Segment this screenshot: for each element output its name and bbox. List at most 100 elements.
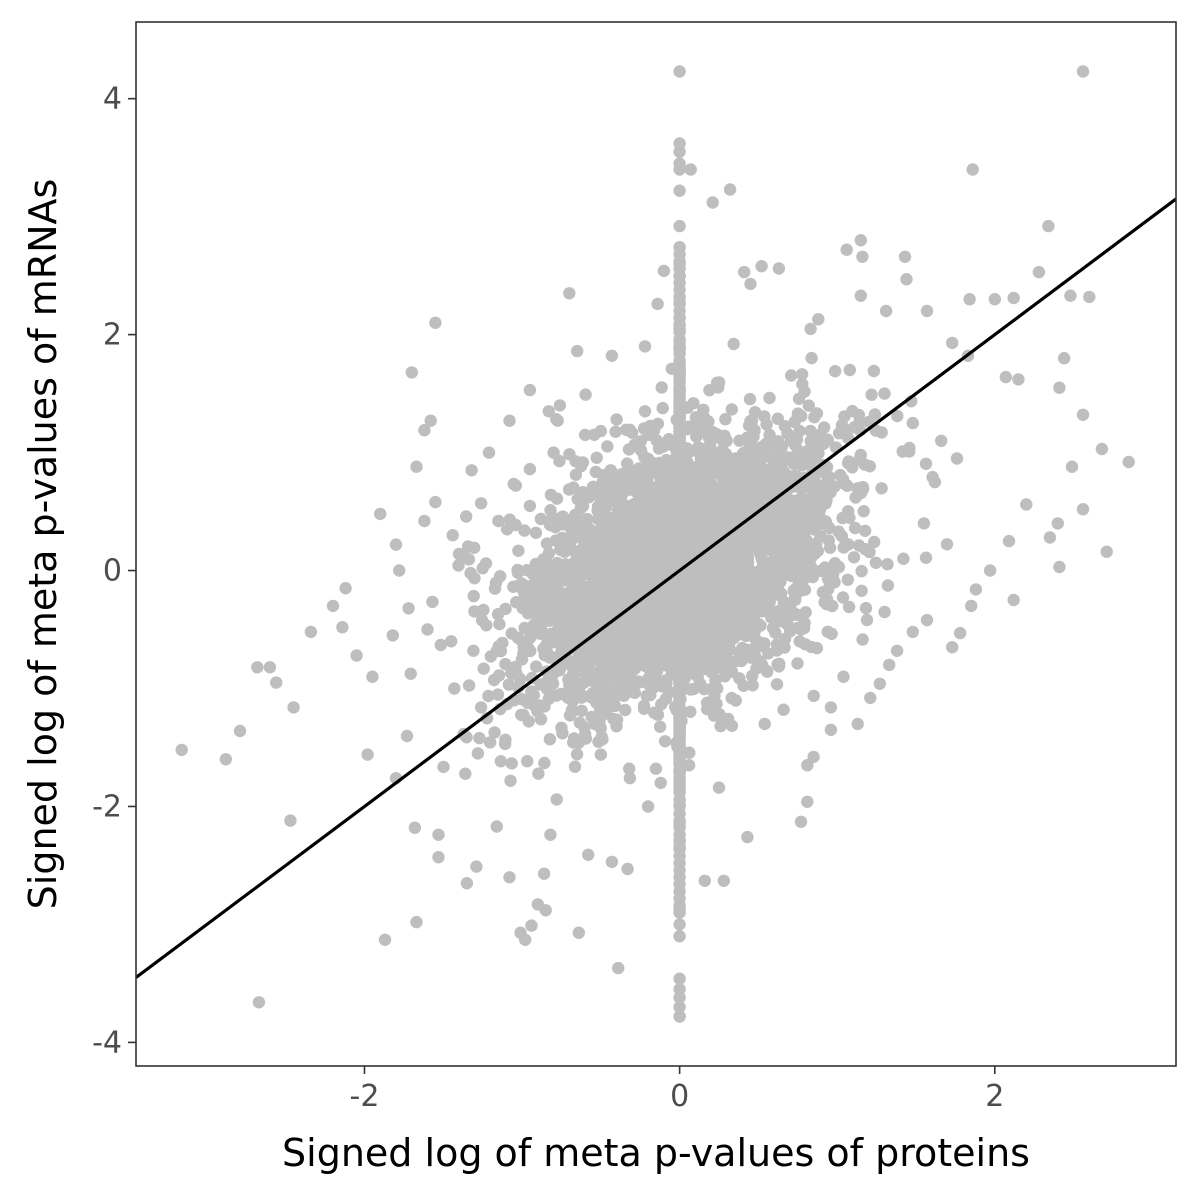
outlier-point	[410, 915, 423, 929]
data-point	[692, 570, 705, 583]
data-point	[847, 551, 861, 564]
data-point	[727, 337, 740, 351]
data-point	[816, 586, 830, 599]
data-point	[744, 651, 758, 664]
data-point	[761, 665, 774, 678]
outlier-point	[424, 414, 437, 427]
data-point	[673, 1010, 686, 1023]
outlier-point	[582, 848, 595, 861]
data-point	[673, 930, 686, 943]
data-point	[597, 606, 611, 619]
data-point	[813, 511, 827, 524]
outlier-point	[410, 460, 423, 473]
data-point	[805, 351, 818, 365]
data-point	[691, 604, 705, 618]
data-point	[658, 632, 671, 645]
data-point	[653, 720, 667, 733]
outlier-point	[525, 919, 538, 932]
y-tick-label: 2	[103, 318, 122, 353]
outlier-point	[665, 362, 678, 375]
data-point	[856, 633, 869, 646]
data-point	[488, 726, 501, 739]
data-point	[863, 545, 876, 559]
outlier-point	[553, 399, 567, 412]
data-point	[828, 365, 842, 378]
data-point	[697, 620, 710, 633]
data-point	[459, 767, 472, 780]
data-point	[673, 257, 686, 270]
data-point	[614, 510, 628, 523]
data-point	[785, 569, 798, 583]
outlier-point	[386, 629, 399, 642]
data-point	[760, 418, 773, 431]
data-point	[842, 538, 855, 551]
data-point	[538, 700, 551, 713]
outlier-point	[175, 743, 188, 757]
data-point	[707, 452, 721, 466]
data-point	[648, 550, 661, 563]
data-point	[702, 598, 715, 611]
outlier-point	[741, 830, 754, 844]
data-point	[628, 438, 641, 451]
data-point	[619, 423, 633, 436]
data-point	[754, 519, 767, 533]
data-point	[721, 620, 735, 634]
data-point	[763, 391, 776, 405]
y-tick-label: -4	[92, 1025, 122, 1060]
data-point	[691, 540, 704, 554]
outlier-point	[1002, 534, 1016, 548]
data-point	[627, 547, 640, 561]
data-point	[774, 442, 787, 455]
data-point	[804, 560, 818, 574]
data-point	[787, 584, 801, 597]
data-point	[609, 425, 622, 438]
data-point	[505, 757, 518, 770]
outlier-point	[503, 871, 516, 884]
outlier-point	[897, 552, 910, 565]
outlier-point	[946, 336, 959, 350]
data-point	[825, 482, 838, 495]
data-point	[562, 483, 576, 496]
data-point	[584, 691, 598, 704]
outlier-point	[470, 860, 483, 873]
data-point	[853, 453, 866, 466]
outlier-point	[304, 625, 318, 639]
data-point	[556, 515, 569, 528]
y-tick-label: -2	[92, 789, 122, 824]
data-point	[559, 601, 573, 614]
data-point	[673, 904, 686, 917]
data-point	[659, 674, 672, 687]
data-point	[760, 467, 773, 480]
data-point	[400, 729, 414, 743]
y-tick-label: 4	[103, 82, 122, 117]
outlier-point	[794, 623, 808, 636]
data-point	[834, 468, 847, 482]
data-point	[505, 627, 518, 640]
x-axis: -2 0 2	[350, 1066, 1004, 1114]
data-point	[541, 647, 554, 660]
data-point	[796, 520, 810, 533]
data-point	[711, 653, 725, 666]
outlier-point	[856, 250, 869, 263]
data-point	[743, 456, 756, 469]
data-point	[691, 646, 704, 659]
x-tick-label: 2	[985, 1079, 1004, 1114]
data-point	[734, 616, 747, 629]
data-point	[718, 503, 731, 516]
outlier-point	[482, 446, 496, 459]
data-point	[774, 548, 788, 561]
outlier-point	[684, 163, 697, 176]
data-point	[790, 432, 804, 446]
data-point	[519, 579, 533, 593]
data-point	[594, 579, 607, 592]
data-point	[684, 705, 697, 718]
data-point	[710, 632, 723, 645]
data-point	[638, 450, 651, 464]
data-point	[551, 414, 564, 427]
data-point	[848, 521, 862, 535]
outlier-point	[988, 293, 1001, 306]
outlier-point	[651, 297, 664, 311]
data-point	[570, 748, 584, 761]
data-point	[494, 644, 508, 658]
data-point	[919, 457, 933, 470]
